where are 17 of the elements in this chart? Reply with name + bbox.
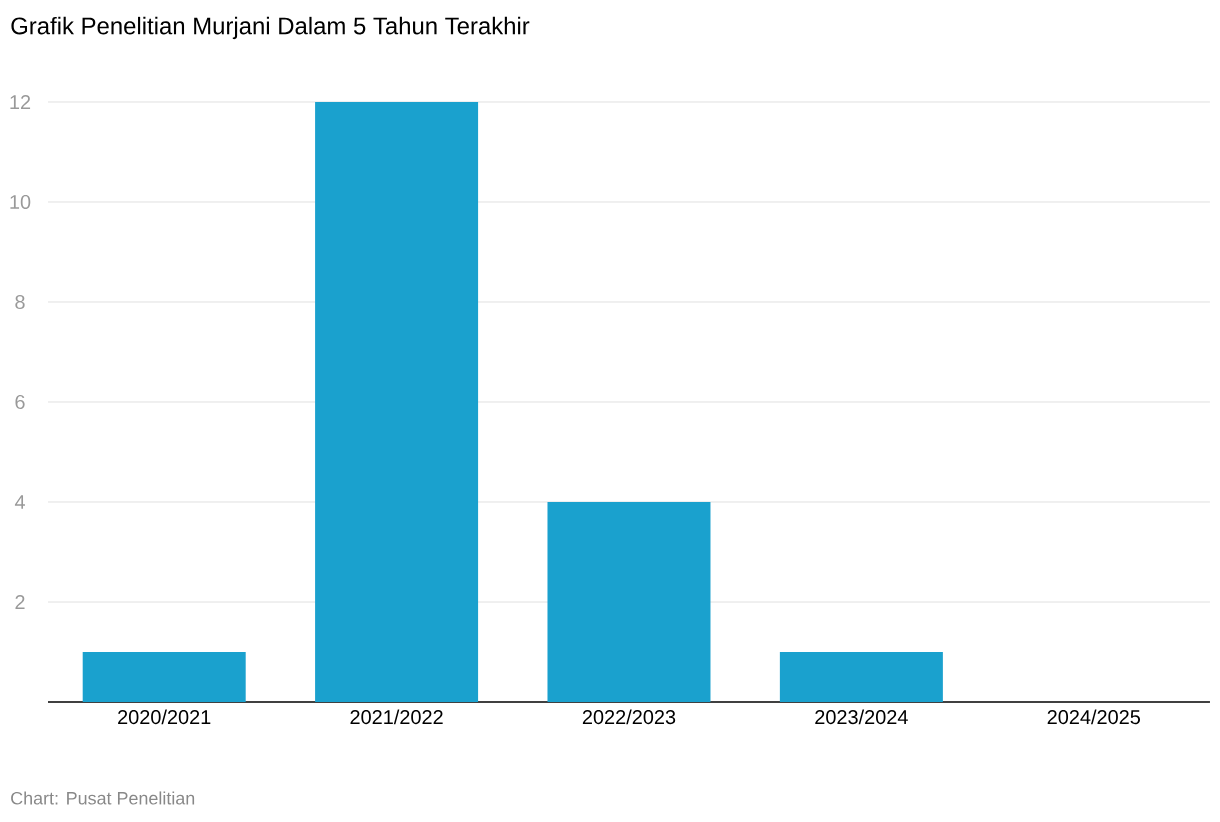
y-tick-label: 4 (14, 495, 25, 509)
bar (82, 652, 246, 702)
bar (779, 652, 943, 702)
chart-title: Grafik Penelitian Murjani Dalam 5 Tahun Terakhir (11, 16, 530, 40)
bar (547, 502, 711, 702)
y-tick-label: 10 (10, 194, 31, 210)
x-tick-label: 2023/2024 (815, 709, 908, 725)
y-tick-label: 8 (15, 294, 25, 310)
x-tick-label: 2022/2023 (582, 709, 676, 725)
x-tick-label: 2024/2025 (1047, 709, 1141, 725)
y-tick-label: 12 (10, 95, 31, 109)
y-tick-label: 6 (15, 394, 25, 410)
bar (315, 101, 479, 702)
y-tick-label: 2 (15, 595, 25, 609)
text: Chart: Pusat Penelitian (11, 791, 195, 805)
x-tick-label: 2020/2021 (118, 709, 211, 725)
x-tick-label: 2021/2022 (350, 709, 443, 725)
